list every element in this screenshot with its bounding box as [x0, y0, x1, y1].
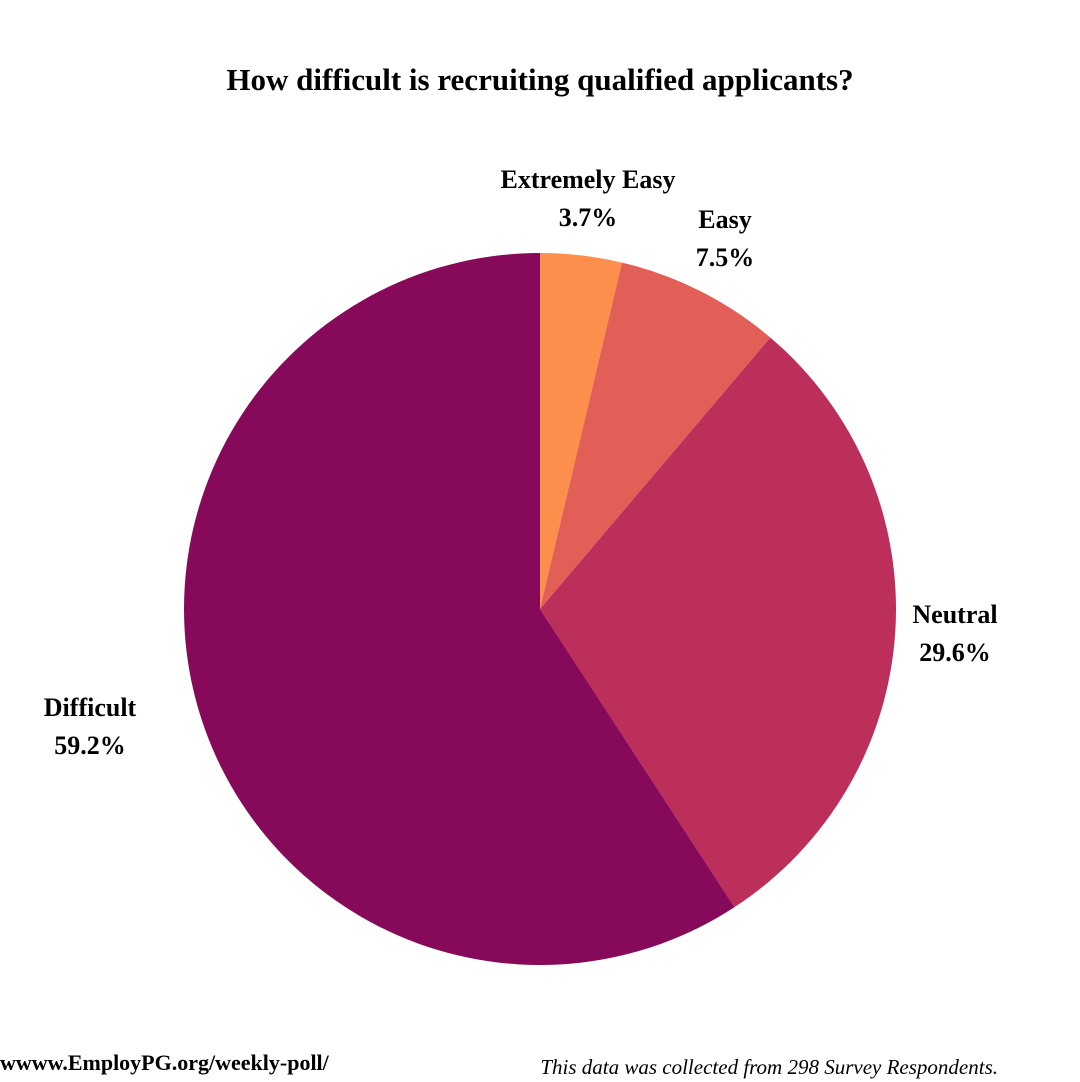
- slice-name-extremely-easy: Extremely Easy: [500, 165, 676, 194]
- slice-value-difficult: 59.2%: [54, 731, 126, 760]
- slice-name-difficult: Difficult: [43, 693, 137, 722]
- slice-value-extremely-easy: 3.7%: [558, 203, 618, 232]
- pie-slice-difficult: [183, 253, 735, 965]
- slice-value-easy: 7.5%: [695, 243, 755, 272]
- footer-url: wwww.EmployPG.org/weekly-poll/: [0, 1050, 329, 1075]
- slice-label-easy: Easy 7.5%: [665, 201, 785, 277]
- pie-slice-easy: [540, 262, 771, 609]
- slice-label-neutral: Neutral 29.6%: [890, 596, 1020, 672]
- slice-label-extremely-easy: Extremely Easy 3.7%: [478, 161, 698, 237]
- footer-note: This data was collected from 298 Survey …: [540, 1055, 998, 1079]
- slice-value-neutral: 29.6%: [919, 638, 991, 667]
- pie-slice-neutral: [540, 337, 897, 908]
- pie-slice-extremely-easy: [540, 253, 623, 609]
- slice-label-difficult: Difficult 59.2%: [25, 689, 155, 765]
- slice-name-easy: Easy: [698, 205, 752, 234]
- pie-slices: [183, 253, 897, 965]
- chart-title: How difficult is recruiting qualified ap…: [226, 62, 854, 97]
- slice-name-neutral: Neutral: [912, 600, 998, 629]
